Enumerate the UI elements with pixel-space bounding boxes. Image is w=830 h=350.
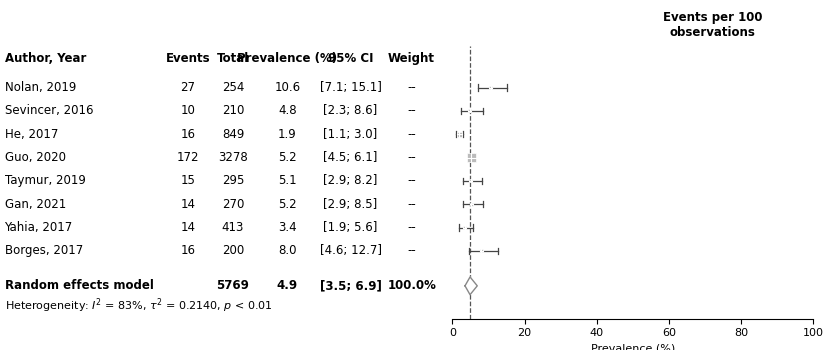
Text: He, 2017: He, 2017: [4, 128, 58, 141]
Bar: [466, 153, 476, 162]
Text: 14: 14: [180, 221, 195, 234]
Text: Author, Year: Author, Year: [4, 52, 85, 65]
Text: 16: 16: [180, 128, 195, 141]
Text: --: --: [408, 198, 416, 211]
X-axis label: Prevalence (%): Prevalence (%): [591, 344, 675, 350]
Bar: [489, 86, 492, 89]
Text: --: --: [408, 174, 416, 187]
Bar: [469, 179, 472, 182]
Text: [4.6; 12.7]: [4.6; 12.7]: [320, 244, 382, 257]
Text: 5.2: 5.2: [278, 198, 296, 211]
Bar: [480, 250, 482, 252]
Text: 270: 270: [222, 198, 244, 211]
Text: 172: 172: [177, 151, 199, 164]
Bar: [457, 132, 461, 136]
Text: [2.9; 8.2]: [2.9; 8.2]: [324, 174, 378, 187]
Text: [3.5; 6.9]: [3.5; 6.9]: [320, 279, 382, 292]
Text: [4.5; 6.1]: [4.5; 6.1]: [324, 151, 378, 164]
Text: 4.9: 4.9: [276, 279, 298, 292]
Text: [1.1; 3.0]: [1.1; 3.0]: [324, 128, 378, 141]
Text: Borges, 2017: Borges, 2017: [4, 244, 83, 257]
Text: 95% CI: 95% CI: [328, 52, 374, 65]
Text: Random effects model: Random effects model: [4, 279, 154, 292]
Bar: [468, 110, 471, 112]
Text: --: --: [408, 81, 416, 94]
Text: [7.1; 15.1]: [7.1; 15.1]: [320, 81, 382, 94]
Text: --: --: [408, 104, 416, 117]
Text: [2.9; 8.5]: [2.9; 8.5]: [324, 198, 378, 211]
Text: Weight: Weight: [388, 52, 435, 65]
Text: --: --: [408, 128, 416, 141]
Text: --: --: [408, 151, 416, 164]
Text: 3.4: 3.4: [278, 221, 296, 234]
Text: Events: Events: [165, 52, 210, 65]
Text: [2.3; 8.6]: [2.3; 8.6]: [324, 104, 378, 117]
Text: 254: 254: [222, 81, 244, 94]
Text: 10.6: 10.6: [274, 81, 300, 94]
Text: Gan, 2021: Gan, 2021: [4, 198, 66, 211]
Text: 5.1: 5.1: [278, 174, 296, 187]
Text: Total: Total: [217, 52, 249, 65]
Text: Guo, 2020: Guo, 2020: [4, 151, 66, 164]
Text: 10: 10: [180, 104, 195, 117]
Text: --: --: [408, 244, 416, 257]
Text: Nolan, 2019: Nolan, 2019: [4, 81, 76, 94]
Text: 14: 14: [180, 198, 195, 211]
Text: 15: 15: [180, 174, 195, 187]
Text: --: --: [408, 221, 416, 234]
Text: 849: 849: [222, 128, 244, 141]
Text: 210: 210: [222, 104, 244, 117]
Text: 4.8: 4.8: [278, 104, 296, 117]
Text: Prevalence (%): Prevalence (%): [237, 52, 337, 65]
Text: 295: 295: [222, 174, 244, 187]
Text: 5769: 5769: [217, 279, 249, 292]
Text: 200: 200: [222, 244, 244, 257]
Text: Taymur, 2019: Taymur, 2019: [4, 174, 85, 187]
Text: 100.0%: 100.0%: [388, 279, 436, 292]
Text: 1.9: 1.9: [278, 128, 296, 141]
Polygon shape: [465, 277, 477, 295]
Text: Yahia, 2017: Yahia, 2017: [4, 221, 73, 234]
Text: 413: 413: [222, 221, 244, 234]
Text: 27: 27: [180, 81, 195, 94]
Text: Events per 100
observations: Events per 100 observations: [662, 10, 762, 38]
Bar: [463, 226, 466, 229]
Text: [1.9; 5.6]: [1.9; 5.6]: [324, 221, 378, 234]
Text: Sevincer, 2016: Sevincer, 2016: [4, 104, 93, 117]
Bar: [470, 203, 473, 206]
Text: 16: 16: [180, 244, 195, 257]
Text: Heterogeneity: $I^2$ = 83%, $\tau^2$ = 0.2140, $p$ < 0.01: Heterogeneity: $I^2$ = 83%, $\tau^2$ = 0…: [4, 296, 272, 315]
Text: 3278: 3278: [218, 151, 248, 164]
Text: 5.2: 5.2: [278, 151, 296, 164]
Text: 8.0: 8.0: [278, 244, 296, 257]
